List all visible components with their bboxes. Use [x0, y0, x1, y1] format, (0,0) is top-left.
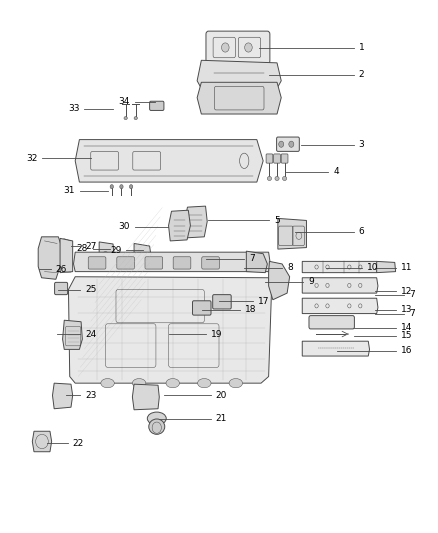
- Text: 19: 19: [212, 329, 223, 338]
- FancyBboxPatch shape: [173, 257, 191, 269]
- Text: 13: 13: [401, 305, 412, 314]
- FancyBboxPatch shape: [213, 295, 231, 309]
- FancyBboxPatch shape: [202, 257, 219, 269]
- Text: 29: 29: [110, 246, 121, 255]
- Text: 30: 30: [118, 222, 130, 231]
- Text: 24: 24: [85, 329, 96, 338]
- Polygon shape: [197, 60, 281, 96]
- FancyBboxPatch shape: [145, 257, 162, 269]
- FancyBboxPatch shape: [277, 137, 299, 151]
- Ellipse shape: [222, 43, 229, 52]
- Polygon shape: [302, 341, 370, 356]
- Text: 10: 10: [367, 263, 378, 272]
- Polygon shape: [169, 210, 191, 241]
- FancyBboxPatch shape: [309, 316, 354, 329]
- Polygon shape: [184, 206, 207, 238]
- Text: 6: 6: [359, 227, 364, 236]
- Polygon shape: [377, 261, 396, 273]
- Ellipse shape: [130, 184, 133, 189]
- Text: 31: 31: [64, 186, 75, 195]
- Ellipse shape: [279, 141, 284, 147]
- Text: 18: 18: [245, 305, 257, 314]
- Text: 25: 25: [85, 285, 97, 294]
- Ellipse shape: [149, 419, 165, 434]
- Text: 2: 2: [359, 70, 364, 79]
- FancyBboxPatch shape: [266, 154, 273, 163]
- Text: 5: 5: [275, 216, 280, 225]
- Polygon shape: [63, 320, 82, 350]
- FancyBboxPatch shape: [150, 101, 164, 110]
- Ellipse shape: [198, 378, 211, 388]
- Text: 20: 20: [215, 391, 227, 400]
- Ellipse shape: [275, 176, 279, 181]
- Text: 1: 1: [359, 43, 364, 52]
- FancyBboxPatch shape: [206, 31, 270, 64]
- Text: 9: 9: [308, 277, 314, 286]
- Ellipse shape: [134, 117, 138, 119]
- Ellipse shape: [101, 378, 114, 388]
- Polygon shape: [132, 384, 159, 410]
- Ellipse shape: [120, 184, 123, 189]
- Text: 4: 4: [333, 167, 339, 176]
- Text: 12: 12: [401, 287, 412, 296]
- Text: 34: 34: [119, 97, 130, 106]
- Ellipse shape: [245, 43, 252, 52]
- Ellipse shape: [147, 412, 166, 425]
- FancyBboxPatch shape: [88, 257, 106, 269]
- Ellipse shape: [124, 117, 127, 119]
- Text: 33: 33: [68, 104, 79, 114]
- Polygon shape: [268, 261, 290, 300]
- Text: 28: 28: [77, 244, 88, 253]
- FancyBboxPatch shape: [281, 154, 288, 163]
- Polygon shape: [60, 238, 73, 273]
- Text: 21: 21: [215, 415, 227, 424]
- Text: 15: 15: [401, 331, 412, 340]
- Text: 27: 27: [85, 241, 97, 251]
- FancyBboxPatch shape: [55, 282, 67, 295]
- Text: 14: 14: [401, 324, 412, 333]
- Polygon shape: [99, 242, 115, 271]
- Text: 17: 17: [258, 297, 269, 306]
- Polygon shape: [38, 237, 61, 279]
- Polygon shape: [134, 244, 152, 271]
- Ellipse shape: [289, 141, 294, 147]
- Text: 16: 16: [401, 346, 412, 356]
- Text: 7: 7: [249, 254, 255, 263]
- Polygon shape: [302, 261, 380, 273]
- FancyBboxPatch shape: [117, 257, 134, 269]
- Text: 8: 8: [287, 263, 293, 272]
- Ellipse shape: [110, 184, 113, 189]
- FancyBboxPatch shape: [193, 301, 211, 315]
- Text: 23: 23: [85, 391, 97, 400]
- Polygon shape: [302, 278, 378, 293]
- Polygon shape: [68, 277, 272, 383]
- Ellipse shape: [166, 378, 180, 388]
- Text: 7: 7: [409, 309, 415, 318]
- Polygon shape: [197, 82, 281, 114]
- Polygon shape: [246, 251, 267, 273]
- Polygon shape: [74, 252, 270, 272]
- Ellipse shape: [132, 378, 146, 388]
- Polygon shape: [53, 383, 73, 409]
- Text: 3: 3: [359, 140, 364, 149]
- Text: 26: 26: [56, 264, 67, 273]
- Polygon shape: [278, 219, 307, 249]
- Text: 11: 11: [401, 263, 412, 272]
- FancyBboxPatch shape: [274, 154, 280, 163]
- Polygon shape: [302, 298, 378, 313]
- Ellipse shape: [283, 176, 287, 181]
- Ellipse shape: [267, 176, 272, 181]
- Polygon shape: [32, 431, 52, 452]
- Text: 32: 32: [26, 154, 37, 163]
- Ellipse shape: [229, 378, 243, 388]
- Text: 22: 22: [73, 439, 84, 448]
- Polygon shape: [75, 140, 263, 182]
- Text: 7: 7: [409, 290, 415, 299]
